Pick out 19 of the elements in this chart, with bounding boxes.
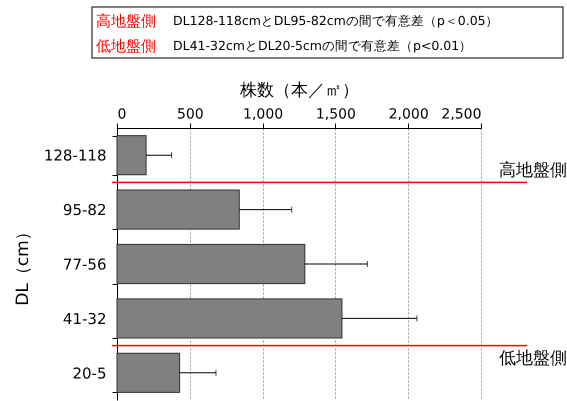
x-tick-label: 2,500 bbox=[441, 106, 482, 122]
text: DL128-118cmとDL95-82cmの間で有意差（p＜0.05） bbox=[173, 13, 499, 28]
x-tick-label: 500 bbox=[176, 106, 204, 122]
y-tick-label: 41-32 bbox=[62, 310, 106, 328]
x-axis-title: 株数（本／㎡） bbox=[239, 80, 359, 100]
x-tick-label: 1,000 bbox=[243, 106, 284, 122]
y-tick-label: 128-118 bbox=[44, 146, 106, 165]
text: 低地盤側 bbox=[96, 37, 156, 55]
text: 高地盤側 bbox=[96, 12, 156, 30]
y-axis-title: DL（cm） bbox=[12, 223, 33, 306]
text: DL41-32cmとDL20-5cmの間で有意差（p<0.01） bbox=[173, 38, 472, 53]
x-tick-label: 2,000 bbox=[388, 106, 429, 122]
ref-line-label: 低地盤側 bbox=[499, 348, 567, 369]
ref-line-label: 高地盤側 bbox=[499, 160, 567, 180]
y-tick-label: 95-82 bbox=[62, 201, 106, 220]
y-tick-label: 20-5 bbox=[72, 364, 106, 382]
x-tick-label: 0 bbox=[118, 106, 126, 122]
x-tick-label: 1,500 bbox=[316, 106, 356, 122]
y-tick-label: 77-56 bbox=[62, 256, 106, 274]
